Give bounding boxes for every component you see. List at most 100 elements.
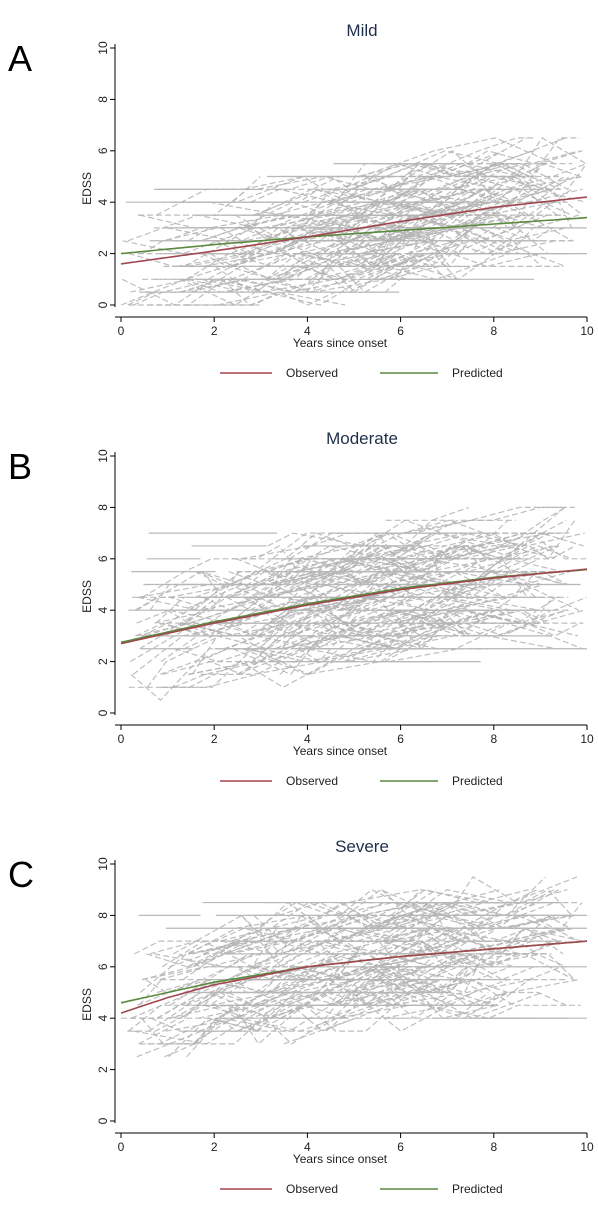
y-tick-label: 6 xyxy=(96,147,110,154)
trajectory-line xyxy=(376,188,516,229)
trajectory-line xyxy=(246,175,551,242)
trajectory-line xyxy=(128,953,552,1032)
trajectory-line xyxy=(136,979,201,1006)
trajectory-line xyxy=(225,201,556,255)
trajectory-line xyxy=(270,214,358,255)
trajectory-line xyxy=(243,162,458,190)
x-tick-label: 4 xyxy=(304,1140,311,1154)
y-tick-label: 0 xyxy=(96,301,110,308)
x-tick-label: 4 xyxy=(304,324,311,338)
y-axis-label: EDSS xyxy=(80,988,94,1021)
chart-title: Moderate xyxy=(326,429,398,448)
trajectory-line xyxy=(388,214,548,255)
y-tick-label: 10 xyxy=(96,41,110,55)
y-tick-label: 8 xyxy=(96,96,110,103)
trajectory-line xyxy=(212,966,365,1006)
trajectory-line xyxy=(263,252,541,293)
trajectory-line xyxy=(194,991,567,1045)
trajectory-line xyxy=(162,609,546,676)
trajectory-line xyxy=(397,532,563,560)
trajectory-line xyxy=(389,596,540,611)
trajectory-line xyxy=(301,163,588,216)
trajectory-line xyxy=(306,163,528,229)
trajectory-line xyxy=(293,201,566,242)
trajectory-line xyxy=(339,889,500,929)
x-tick-label: 10 xyxy=(580,324,594,338)
trajectory-line xyxy=(142,506,469,598)
chart-mild: Mild 0 2 4 6 8 10 0 2 4 6 8 10 Years since onset EDSS O… xyxy=(80,21,594,380)
trajectory-line xyxy=(384,979,515,1006)
trajectory-line xyxy=(142,901,507,981)
x-tick-label: 8 xyxy=(490,732,497,746)
x-tick-label: 2 xyxy=(211,1140,218,1154)
trajectory-line xyxy=(143,545,383,586)
x-tick-label: 10 xyxy=(580,1140,594,1154)
trajectory-line xyxy=(389,519,567,573)
trajectory-line xyxy=(400,571,463,586)
y-tick-label: 0 xyxy=(96,1117,110,1124)
trajectory-lines xyxy=(120,137,588,306)
trajectory-line xyxy=(221,927,432,955)
trajectory-line xyxy=(149,545,558,611)
trajectory-line xyxy=(357,902,519,942)
trajectory-line xyxy=(138,979,162,1006)
trajectory-line xyxy=(254,966,428,994)
x-tick-label: 0 xyxy=(118,1140,125,1154)
trajectory-line xyxy=(288,570,569,637)
trajectory-line xyxy=(393,914,501,955)
trajectory-line xyxy=(339,558,419,573)
trajectory-line xyxy=(252,265,356,293)
trajectory-line xyxy=(223,635,310,650)
trajectory-line xyxy=(237,635,456,675)
trajectory-line xyxy=(392,519,509,560)
trajectory-line xyxy=(253,966,308,981)
y-axis-label: EDSS xyxy=(80,580,94,613)
y-tick-label: 4 xyxy=(96,199,110,206)
x-axis-label: Years since onset xyxy=(293,336,388,350)
trajectory-line xyxy=(309,175,497,229)
legend-label-observed: Observed xyxy=(286,1182,338,1196)
x-tick-label: 6 xyxy=(397,732,404,746)
y-tick-label: 0 xyxy=(96,709,110,716)
panel-letter: C xyxy=(8,854,34,895)
x-tick-label: 6 xyxy=(397,1140,404,1154)
series-line-observed xyxy=(120,568,588,645)
x-tick-label: 0 xyxy=(118,732,125,746)
x-axis-label: Years since onset xyxy=(293,1152,388,1166)
trajectory-line xyxy=(298,545,395,573)
trajectory-line xyxy=(374,214,512,254)
trajectory-line xyxy=(240,889,529,955)
trajectory-line xyxy=(204,927,564,994)
trajectory-line xyxy=(178,889,538,968)
legend: Observed Predicted xyxy=(220,774,503,788)
trajectory-line xyxy=(244,635,438,663)
trajectory-lines xyxy=(121,876,587,1058)
trajectory-line xyxy=(337,188,584,242)
trajectory-line xyxy=(138,188,248,216)
trajectory-lines xyxy=(128,506,587,701)
trajectory-line xyxy=(180,979,237,1019)
trajectory-line xyxy=(135,596,266,637)
x-tick-label: 8 xyxy=(490,1140,497,1154)
trajectory-line xyxy=(161,661,282,688)
y-tick-label: 4 xyxy=(96,1015,110,1022)
x-tick-label: 2 xyxy=(211,732,218,746)
trajectory-line xyxy=(315,927,443,955)
trajectory-line xyxy=(194,571,241,611)
y-tick-label: 6 xyxy=(96,555,110,562)
trajectory-line xyxy=(201,278,265,293)
trajectory-line xyxy=(137,596,251,611)
trajectory-line xyxy=(279,519,576,585)
series-line-predicted xyxy=(120,216,588,255)
trajectory-line xyxy=(217,291,346,306)
trajectory-line xyxy=(165,558,443,637)
legend-label-predicted: Predicted xyxy=(452,774,503,788)
trajectory-line xyxy=(134,545,390,611)
panel-a: A Mild 0 2 4 6 8 10 0 2 4 6 8 10 Years since onset EDS… xyxy=(0,0,598,400)
trajectory-line xyxy=(154,953,225,968)
trajectory-line xyxy=(384,571,453,586)
trajectory-line xyxy=(336,953,567,981)
x-tick-label: 10 xyxy=(580,732,594,746)
trajectory-line xyxy=(139,609,203,650)
trajectory-line xyxy=(391,876,546,929)
